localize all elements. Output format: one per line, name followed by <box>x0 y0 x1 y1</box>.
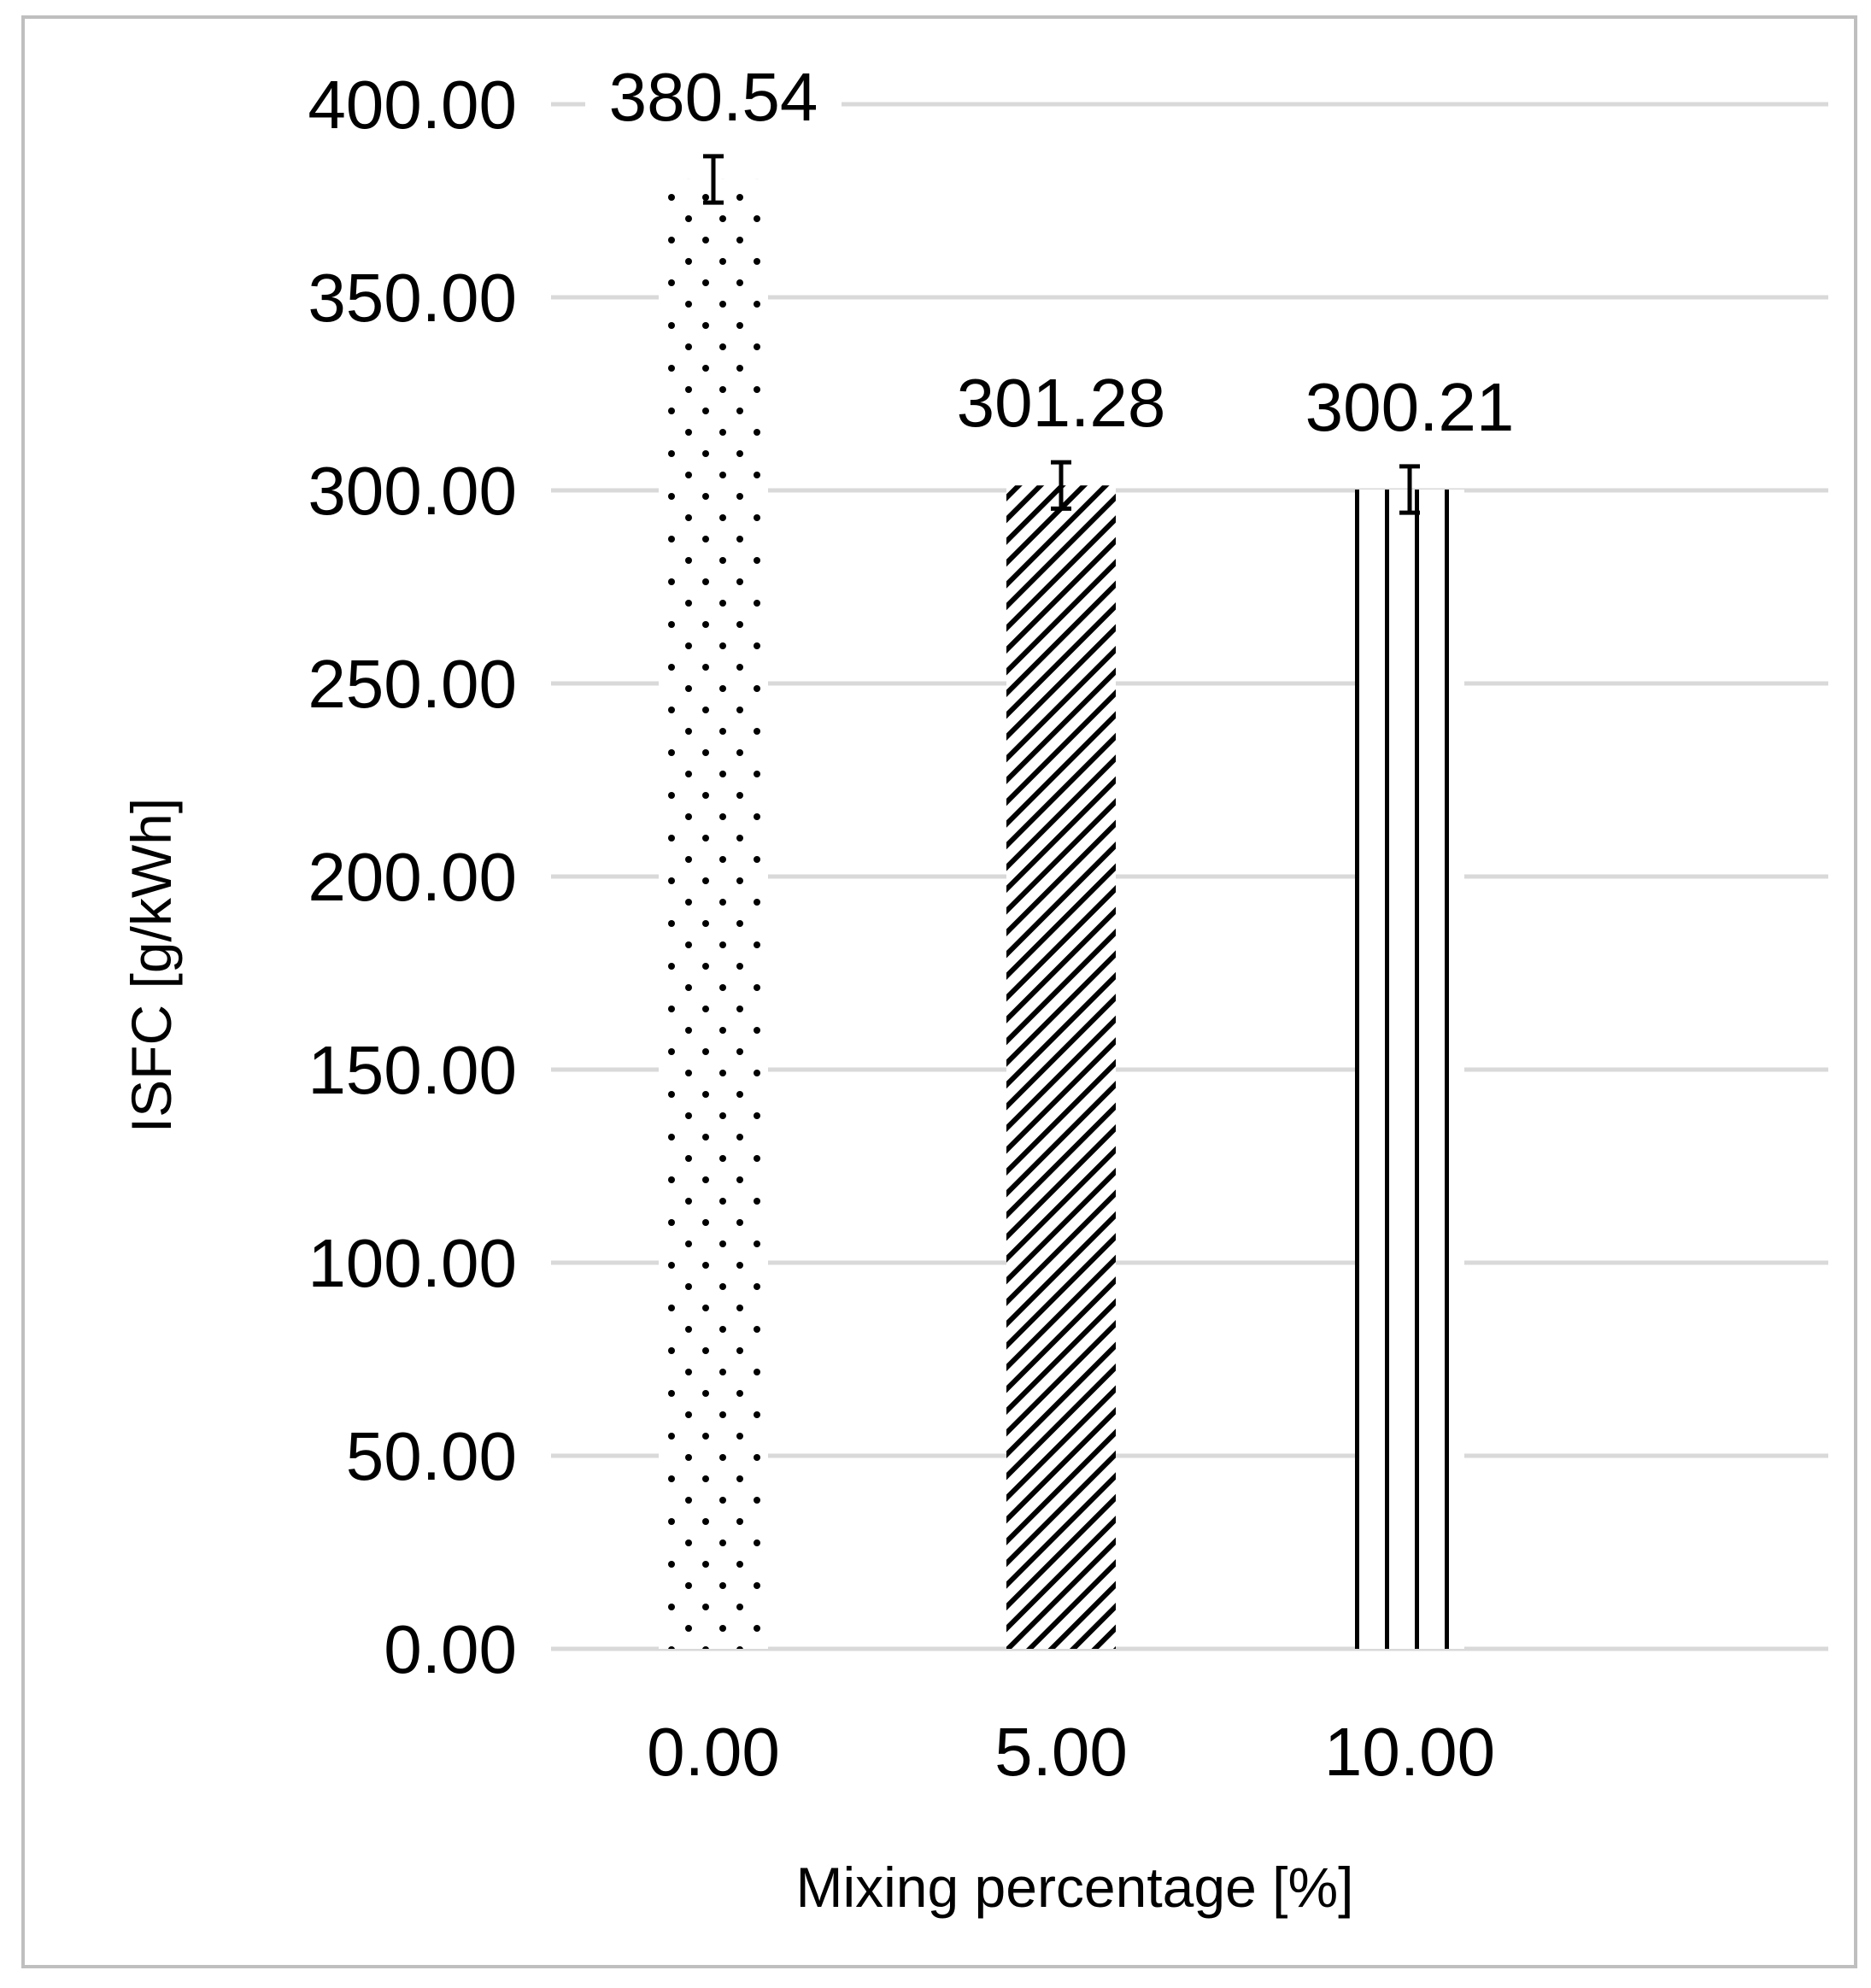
y-tick-label: 300.00 <box>308 453 517 529</box>
x-tick-label: 5.00 <box>994 1714 1128 1790</box>
y-tick-label: 400.00 <box>308 67 517 143</box>
y-tick-label: 200.00 <box>308 839 517 915</box>
y-tick-label: 50.00 <box>346 1418 517 1494</box>
data-label-background <box>1282 368 1538 444</box>
y-axis-ticks: 0.00 50.00 100.00 150.00 200.00 250.00 300.00 3… <box>308 67 517 1687</box>
y-axis-title: ISFC [g/kWh] <box>120 798 183 1133</box>
x-axis-title: Mixing percentage [%] <box>795 1856 1353 1919</box>
bar <box>1006 485 1116 1650</box>
y-tick-label: 250.00 <box>308 646 517 722</box>
bar <box>659 179 768 1649</box>
y-tick-label: 150.00 <box>308 1032 517 1108</box>
data-label: 380.54 <box>609 59 818 135</box>
chart-frame <box>21 15 1857 1968</box>
data-label: 301.28 <box>957 365 1166 441</box>
bar <box>1355 490 1464 1649</box>
x-tick-label: 0.00 <box>647 1714 780 1790</box>
bars: 380.54 301.28 300.21 <box>585 58 1538 1650</box>
data-label-background <box>933 365 1189 441</box>
x-tick-label: 10.00 <box>1324 1714 1495 1790</box>
data-label: 300.21 <box>1305 369 1515 445</box>
data-label-background <box>585 58 842 134</box>
y-tick-label: 350.00 <box>308 260 517 336</box>
x-axis-categories: 0.00 5.00 10.00 <box>647 1714 1495 1790</box>
y-tick-label: 100.00 <box>308 1225 517 1301</box>
y-tick-label: 0.00 <box>384 1611 517 1687</box>
